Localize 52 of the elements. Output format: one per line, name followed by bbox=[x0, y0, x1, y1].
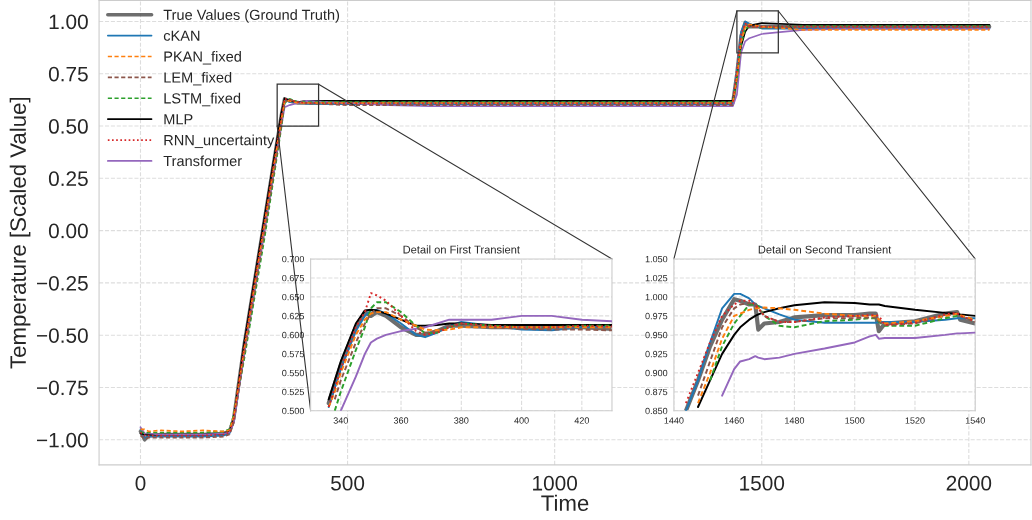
x-axis-title: Time bbox=[541, 494, 589, 512]
y-tick-label: 0.75 bbox=[48, 66, 88, 82]
x-tick-label: 1000 bbox=[533, 475, 578, 491]
y-tick-label: 0.550 bbox=[282, 369, 305, 377]
y-tick-label: 1.025 bbox=[645, 274, 668, 282]
legend-label: MLP bbox=[164, 114, 193, 125]
y-tick-label: 0.525 bbox=[282, 388, 305, 396]
y-tick-label: 0.500 bbox=[282, 407, 305, 415]
y-tick-label: 0.575 bbox=[282, 350, 305, 358]
legend-label: Transformer bbox=[163, 155, 242, 167]
x-tick-label: 0 bbox=[135, 475, 146, 491]
x-tick-label: 420 bbox=[574, 417, 590, 424]
y-tick-label: 0.850 bbox=[645, 407, 668, 415]
x-tick-label: 1480 bbox=[785, 417, 805, 424]
x-tick-label: 1500 bbox=[740, 475, 785, 491]
legend-label: True Values (Ground Truth) bbox=[163, 9, 340, 23]
y-tick-label: 0.25 bbox=[48, 171, 88, 187]
line-series bbox=[721, 331, 976, 397]
y-tick-label: −1.00 bbox=[36, 432, 88, 448]
x-tick-label: 1520 bbox=[905, 417, 925, 424]
chart-title: Detail on First Transient bbox=[403, 245, 520, 254]
legend-label: LSTM_fixed bbox=[164, 92, 241, 107]
y-tick-label: 0.00 bbox=[48, 223, 88, 239]
y-tick-label: −0.50 bbox=[36, 328, 88, 343]
x-tick-label: 360 bbox=[393, 417, 409, 424]
y-tick-label: 0.50 bbox=[48, 119, 88, 134]
x-tick-label: 340 bbox=[333, 417, 348, 424]
y-tick-label: 0.950 bbox=[645, 331, 668, 339]
x-tick-label: 1440 bbox=[664, 417, 684, 424]
legend-label: PKAN_fixed bbox=[164, 51, 241, 65]
y-tick-label: 1.050 bbox=[645, 255, 668, 263]
y-tick-label: −0.25 bbox=[36, 275, 88, 291]
x-tick-label: 1460 bbox=[724, 417, 744, 424]
x-tick-label: 400 bbox=[514, 417, 529, 424]
legend-label: RNN_uncertainty bbox=[164, 134, 275, 149]
x-tick-label: 1540 bbox=[965, 417, 985, 424]
line-series bbox=[709, 303, 976, 382]
x-tick-label: 2000 bbox=[946, 475, 992, 491]
x-tick-label: 380 bbox=[454, 417, 469, 424]
y-tick-label: 0.900 bbox=[645, 369, 668, 377]
x-tick-label: 1500 bbox=[845, 417, 865, 424]
x-tick-label: 500 bbox=[331, 475, 365, 491]
y-tick-label: 0.925 bbox=[645, 350, 668, 358]
y-axis-title: Temperature [Scaled Value] bbox=[9, 97, 31, 369]
legend-label: LEM_fixed bbox=[164, 71, 232, 86]
y-tick-label: 1.000 bbox=[645, 293, 668, 301]
y-tick-label: 0.875 bbox=[645, 388, 668, 396]
y-tick-label: 1.00 bbox=[49, 14, 88, 30]
y-tick-label: 0.975 bbox=[645, 312, 668, 320]
y-tick-label: −0.75 bbox=[36, 380, 88, 396]
legend-label: cKAN bbox=[163, 30, 200, 41]
chart-title: Detail on Second Transient bbox=[758, 245, 892, 254]
